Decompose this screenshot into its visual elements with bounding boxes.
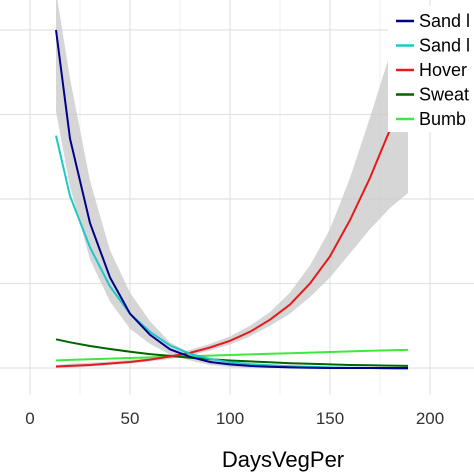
series-line-5 <box>55 348 409 362</box>
x-tick-label: 200 <box>416 409 444 428</box>
series-line-3 <box>55 104 409 368</box>
legend-label: Sand l <box>419 11 470 31</box>
x-tick-label: 50 <box>121 409 140 428</box>
series-line-4 <box>55 338 409 367</box>
legend-label: Sand l <box>419 36 470 56</box>
legend-label: Hover <box>419 60 467 80</box>
legend: Sand l Sand l Hover Sweat Bumb <box>388 6 474 132</box>
legend-label: Sweat <box>419 85 469 105</box>
confidence-band-hover <box>56 17 408 369</box>
series-lines <box>55 29 409 370</box>
x-tick-label: 0 <box>25 409 34 428</box>
legend-label: Bumb <box>419 109 466 129</box>
x-tick-label: 100 <box>216 409 244 428</box>
x-axis-title: DaysVegPer <box>222 447 344 472</box>
x-tick-label: 150 <box>316 409 344 428</box>
series-line-1 <box>55 29 408 369</box>
x-tick-labels: 0 50 100 150 200 <box>25 409 444 428</box>
confidence-bands <box>56 0 408 369</box>
